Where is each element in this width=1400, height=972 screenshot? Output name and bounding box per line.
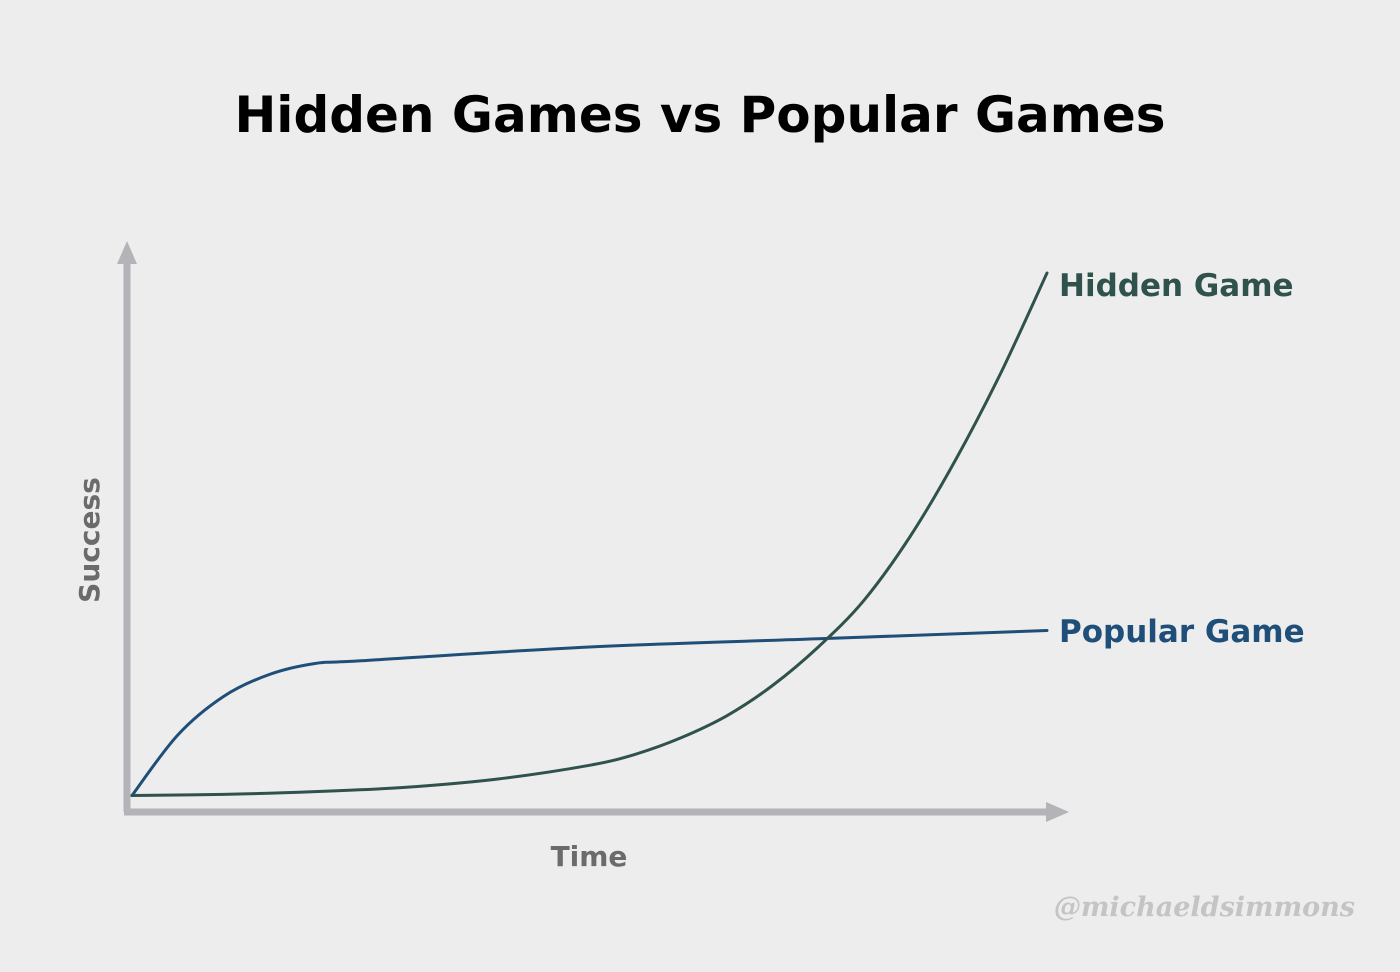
author-watermark: @michaeldsimmons — [1054, 892, 1355, 923]
series-line-popular-game — [130, 629, 1049, 797]
series-label-hidden-game: Hidden Game — [1059, 268, 1294, 304]
axes — [117, 241, 1069, 822]
y-axis-arrow — [117, 241, 137, 264]
x-axis-arrow — [1046, 802, 1069, 822]
series-label-popular-game: Popular Game — [1059, 614, 1305, 650]
y-axis-label: Success — [73, 477, 106, 603]
chart-title: Hidden Games vs Popular Games — [234, 86, 1165, 144]
x-axis-label: Time — [551, 840, 628, 873]
series-line-hidden-game — [130, 271, 1049, 797]
